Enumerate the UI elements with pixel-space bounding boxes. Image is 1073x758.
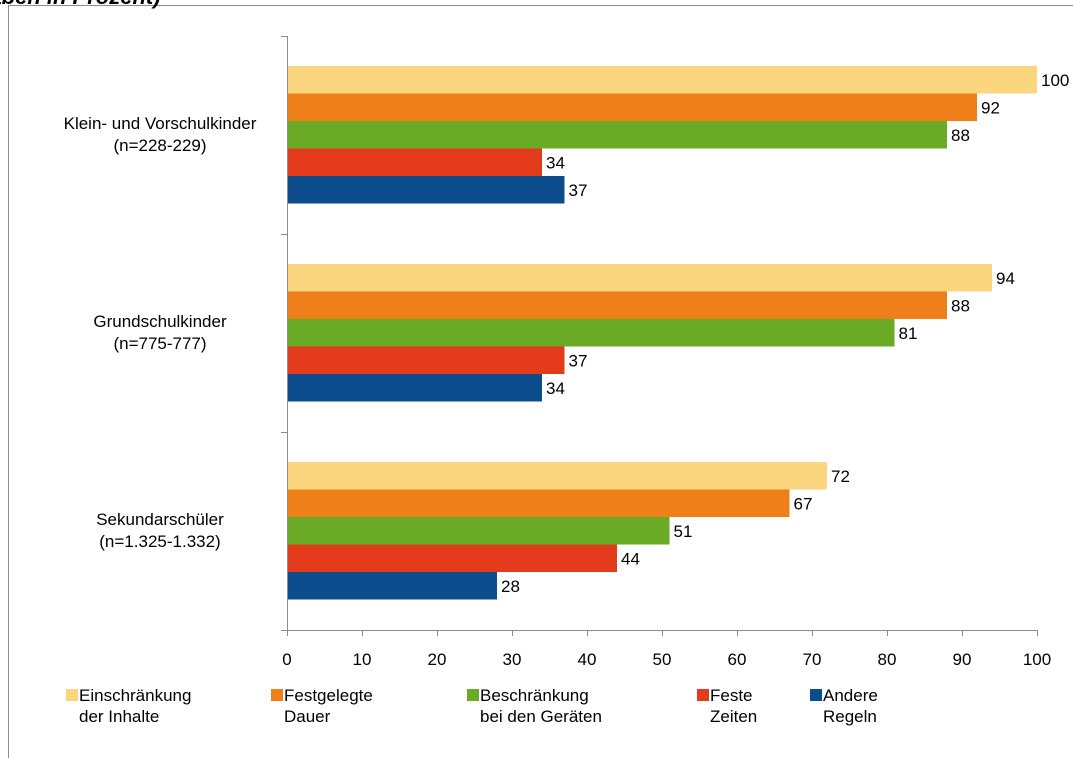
- x-tick-label: 10: [353, 650, 372, 669]
- x-tick-label: 40: [578, 650, 597, 669]
- x-tick-label: 60: [728, 650, 747, 669]
- category-label: (n=228-229): [113, 136, 206, 155]
- legend-swatch: [66, 689, 78, 701]
- data-label: 28: [501, 577, 520, 596]
- data-label: 37: [569, 351, 588, 370]
- bar: [288, 93, 977, 121]
- data-label: 94: [996, 269, 1015, 288]
- legend-label: Zeiten: [710, 707, 757, 726]
- bar: [288, 374, 542, 402]
- bar: [288, 489, 790, 517]
- data-label: 34: [546, 153, 565, 172]
- legend-label: Andere: [823, 686, 878, 705]
- data-label: 88: [951, 296, 970, 315]
- data-label: 88: [951, 126, 970, 145]
- bar: [288, 319, 895, 347]
- bar: [288, 346, 565, 374]
- x-tick-label: 70: [803, 650, 822, 669]
- x-tick-label: 20: [428, 650, 447, 669]
- legend-label: Beschränkung: [480, 686, 589, 705]
- bar: [288, 572, 497, 600]
- legend-label: bei den Geräten: [480, 707, 602, 726]
- legend-label: Feste: [710, 686, 753, 705]
- x-tick-label: 90: [953, 650, 972, 669]
- bar: [288, 176, 565, 204]
- legend: Einschränkung der Inhalte Festgelegte Dauer…: [66, 686, 878, 726]
- header-fragment: gaben in Prozent): [0, 0, 161, 9]
- category-label: Grundschulkinder: [93, 312, 227, 331]
- data-label: 51: [674, 522, 693, 541]
- category-label: Klein- und Vorschulkinder: [64, 114, 257, 133]
- bar: [288, 544, 617, 572]
- bar: [288, 291, 947, 319]
- category-label: (n=775-777): [113, 334, 206, 353]
- legend-swatch: [697, 689, 709, 701]
- bar: [288, 264, 992, 292]
- legend-label: der Inhalte: [79, 707, 159, 726]
- legend-label: Regeln: [823, 707, 877, 726]
- data-label: 92: [981, 98, 1000, 117]
- bar: [288, 148, 542, 176]
- x-tick-label: 100: [1023, 650, 1051, 669]
- legend-swatch: [271, 689, 283, 701]
- x-tick-label: 80: [878, 650, 897, 669]
- bar: [288, 121, 947, 149]
- legend-label: Festgelegte: [284, 686, 373, 705]
- data-label: 81: [899, 324, 918, 343]
- data-label: 100: [1041, 71, 1069, 90]
- data-label: 34: [546, 379, 565, 398]
- data-label: 67: [794, 494, 813, 513]
- data-label: 37: [569, 181, 588, 200]
- legend-swatch: [467, 689, 479, 701]
- legend-label: Dauer: [284, 707, 331, 726]
- bar: [288, 517, 670, 545]
- bar: [288, 462, 827, 490]
- x-tick-label: 0: [282, 650, 291, 669]
- x-tick-label: 50: [653, 650, 672, 669]
- legend-swatch: [810, 689, 822, 701]
- data-label: 44: [621, 549, 640, 568]
- x-tick-label: 30: [503, 650, 522, 669]
- bar: [288, 66, 1037, 94]
- plot-area: 0 10 20 30 40 50 60 70 80 90 100 Klein- und Vorschu…: [64, 36, 1069, 669]
- legend-label: Einschränkung: [79, 686, 191, 705]
- data-label: 72: [831, 467, 850, 486]
- category-label: (n=1.325-1.332): [99, 532, 220, 551]
- category-label: Sekundarschüler: [96, 510, 224, 529]
